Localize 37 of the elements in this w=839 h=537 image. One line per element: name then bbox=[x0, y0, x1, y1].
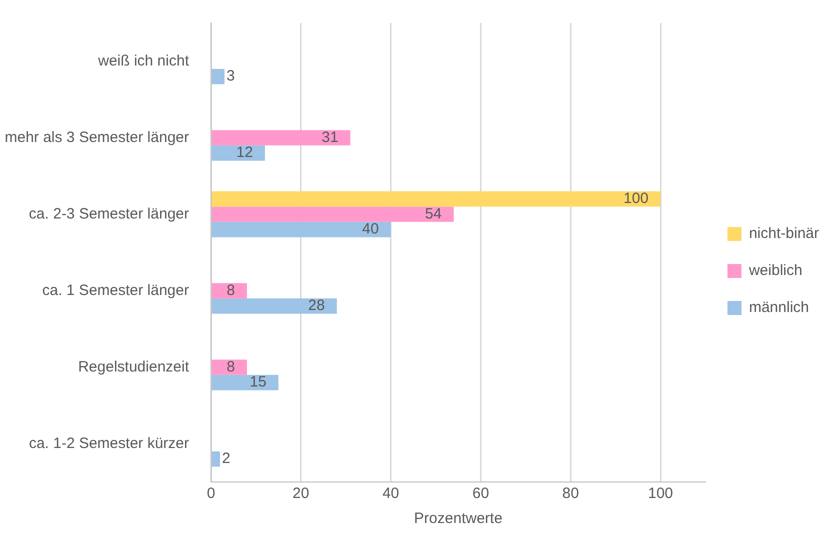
bar bbox=[212, 68, 224, 84]
data-label: 3 bbox=[226, 68, 235, 85]
y-tick-label: Regelstudienzeit bbox=[78, 358, 190, 376]
data-label: 2 bbox=[222, 450, 230, 468]
x-tick-label: 100 bbox=[648, 485, 674, 502]
data-label: 100 bbox=[623, 190, 649, 208]
x-axis-title: Prozentwerte bbox=[414, 510, 502, 528]
x-tick-label: 80 bbox=[562, 485, 579, 502]
data-label: 15 bbox=[250, 374, 266, 391]
bar bbox=[212, 451, 220, 467]
data-label: 40 bbox=[362, 220, 379, 238]
data-label: 28 bbox=[308, 297, 325, 314]
data-label: 12 bbox=[236, 144, 253, 162]
bar bbox=[212, 360, 247, 375]
data-label: 8 bbox=[226, 358, 235, 376]
y-tick-label: mehr als 3 Semester länger bbox=[4, 128, 190, 146]
bar bbox=[212, 130, 350, 146]
legend-label: weiblich bbox=[748, 262, 802, 280]
bar bbox=[212, 191, 661, 207]
bar bbox=[212, 283, 247, 298]
x-tick-label: 0 bbox=[206, 485, 216, 502]
x-tick-label: 40 bbox=[382, 485, 400, 502]
bar bbox=[212, 298, 337, 314]
bar bbox=[212, 374, 278, 390]
x-tick-label: 60 bbox=[472, 485, 490, 502]
bar bbox=[212, 206, 454, 222]
bar bbox=[212, 222, 391, 238]
data-label: 31 bbox=[322, 128, 338, 146]
y-tick-label: ca. 1 Semester länger bbox=[42, 282, 189, 299]
y-tick-label: weiß ich nicht bbox=[97, 52, 190, 70]
data-label: 8 bbox=[226, 282, 235, 299]
legend-label: männlich bbox=[748, 299, 809, 316]
y-tick-label: ca. 2-3 Semester länger bbox=[28, 205, 190, 222]
legend-label: nicht-binär bbox=[748, 225, 820, 242]
x-tick-label: 20 bbox=[292, 485, 310, 502]
y-tick-label: ca. 1-2 Semester kürzer bbox=[28, 434, 189, 452]
data-label: 54 bbox=[425, 205, 442, 222]
